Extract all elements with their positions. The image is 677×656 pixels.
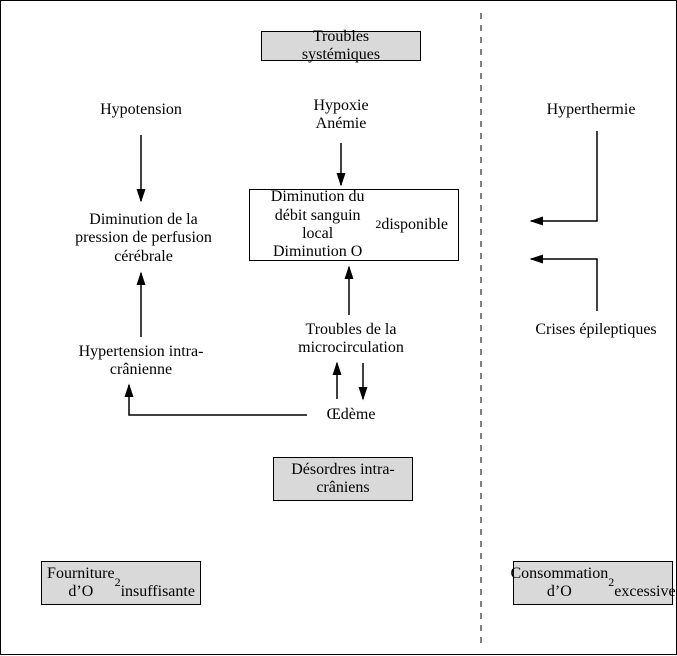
arrow-hyperthermie [531,131,597,221]
box-desordres-intra-craniens: Désordres intra-crâniens [273,457,413,501]
box-consommation-o2: Consommation d’O2excessive [513,561,673,605]
label-hyperthermie: Hyperthermie [531,101,651,119]
arrow-crises [531,259,597,311]
arrow-oedeme-to-hic [129,385,307,415]
label-hypotension: Hypotension [81,101,201,119]
label-dpp-cerebrale: Diminution de lapression de perfusioncér… [61,211,226,266]
label-troubles-microcirc: Troubles de lamicrocirculation [281,321,421,358]
label-oedeme: Œdème [311,406,391,424]
box-fourniture-o2: Fourniture d’O2insuffisante [41,561,201,605]
box-debit-local: Diminution du débit sanguinlocalDiminuti… [249,189,459,261]
box-troubles-systemiques: Troubles systémiques [261,31,421,61]
diagram-canvas: Troubles systémiques Hypotension Hypoxie… [0,0,677,655]
label-hypoxie-anemie: HypoxieAnémie [281,97,401,134]
text-troubles-systemiques: Troubles systémiques [272,28,410,65]
label-crises-epileptiques: Crises épileptiques [521,321,671,339]
label-hypertension-intracranienne: Hypertension intra-crânienne [61,343,221,380]
